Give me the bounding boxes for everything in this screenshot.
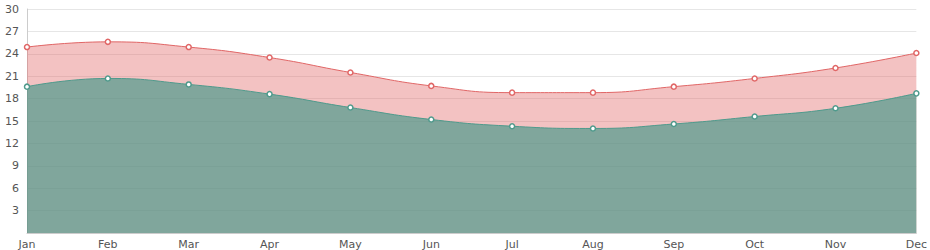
svg-text:Feb: Feb	[98, 238, 117, 250]
svg-text:Apr: Apr	[260, 238, 280, 250]
svg-text:6: 6	[12, 182, 19, 195]
svg-text:30: 30	[5, 3, 19, 16]
svg-text:27: 27	[5, 25, 19, 38]
svg-text:Jun: Jun	[422, 238, 440, 250]
svg-text:12: 12	[5, 137, 19, 150]
svg-text:9: 9	[12, 159, 19, 172]
svg-text:Aug: Aug	[582, 238, 603, 250]
svg-text:15: 15	[5, 115, 19, 128]
svg-text:Dec: Dec	[906, 238, 927, 250]
svg-text:Jul: Jul	[504, 238, 518, 250]
svg-text:Jan: Jan	[18, 238, 36, 250]
svg-text:Oct: Oct	[745, 238, 765, 250]
svg-text:Nov: Nov	[825, 238, 847, 250]
svg-text:21: 21	[5, 70, 19, 83]
svg-text:18: 18	[5, 92, 19, 105]
svg-text:3: 3	[12, 204, 19, 217]
svg-text:24: 24	[5, 47, 19, 60]
svg-text:Mar: Mar	[178, 238, 199, 250]
svg-text:May: May	[339, 238, 362, 250]
svg-text:Sep: Sep	[663, 238, 684, 250]
